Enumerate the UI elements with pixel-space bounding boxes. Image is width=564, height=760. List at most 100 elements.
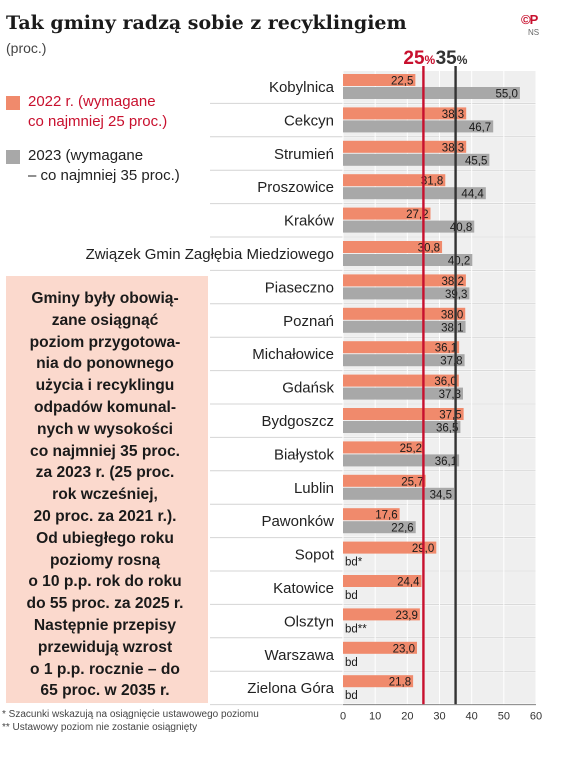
bar-2022 xyxy=(343,307,466,320)
author-credit: NS xyxy=(528,28,540,37)
bar-2023 xyxy=(343,153,490,166)
data-label-2022: 23,0 xyxy=(393,643,415,655)
data-label-2023-bd: bd** xyxy=(345,623,367,635)
bar-2022 xyxy=(343,207,431,220)
data-label-2023: 45,5 xyxy=(465,155,487,167)
legend-label-2023: 2023 (wymagane – co najmniej 35 proc.) xyxy=(28,147,180,184)
data-label-2023: 22,6 xyxy=(391,523,413,535)
bar-2023 xyxy=(343,120,494,133)
category-label: Katowice xyxy=(273,580,334,597)
data-label-2022: 38,3 xyxy=(442,109,464,121)
category-label: Michałowice xyxy=(252,346,334,363)
bar-2023 xyxy=(343,254,473,266)
bar-2022 xyxy=(343,274,466,287)
legend-item-2023: 2023 (wymagane – co najmniej 35 proc.) xyxy=(6,146,216,190)
bar-2022 xyxy=(343,508,400,521)
bar-2023 xyxy=(343,187,486,200)
data-label-2023: 55,0 xyxy=(496,89,518,101)
category-label: Zielona Góra xyxy=(247,680,334,697)
data-label-2022: 36,0 xyxy=(434,376,456,388)
bar-2022 xyxy=(343,675,414,688)
data-label-2022: 27,2 xyxy=(406,209,428,221)
info-callout-box xyxy=(6,276,208,703)
data-label-2022: 25,7 xyxy=(401,476,423,488)
bar-2023 xyxy=(343,454,460,467)
data-label-2022: 30,8 xyxy=(418,243,440,255)
bar-2022 xyxy=(343,608,420,621)
bar-2023 xyxy=(343,387,463,400)
data-label-2022: 38,3 xyxy=(442,142,464,154)
data-label-2022: 38,0 xyxy=(441,309,463,321)
category-label: Lublin xyxy=(294,480,334,497)
info-callout-text: Gminy były obowią- zane osiągnąć poziom … xyxy=(26,290,184,700)
bar-2023 xyxy=(343,287,470,300)
data-label-2022: 25,2 xyxy=(400,443,422,455)
data-label-2023: 46,7 xyxy=(469,122,491,134)
data-label-2022: 38,2 xyxy=(441,276,463,288)
bar-2022 xyxy=(343,107,467,120)
data-label-2022: 22,5 xyxy=(391,76,413,88)
data-label-2023-bd: bd xyxy=(345,690,358,702)
data-label-2022: 36,1 xyxy=(435,343,457,355)
category-label: Kobylnica xyxy=(269,79,335,96)
bar-2022 xyxy=(343,74,416,86)
x-tick-label: 30 xyxy=(433,711,445,723)
category-label: Związek Gmin Zagłębia Miedziowego xyxy=(86,246,334,263)
bar-2023 xyxy=(343,87,520,99)
bar-2022 xyxy=(343,174,446,187)
data-label-2023: 37,3 xyxy=(439,389,461,401)
bar-2023 xyxy=(343,487,454,500)
bar-2023 xyxy=(343,421,461,433)
category-label: Proszowice xyxy=(257,179,334,196)
x-tick-label: 60 xyxy=(530,711,542,723)
data-label-2023: 36,5 xyxy=(436,423,458,435)
category-label: Pawonków xyxy=(261,513,334,530)
reference-label-35: 35% xyxy=(436,48,468,69)
data-label-2023: 44,4 xyxy=(461,189,484,201)
bar-2022 xyxy=(343,441,425,454)
x-tick-label: 40 xyxy=(466,711,478,723)
footnote-single-asterisk: * Szacunki wskazują na osiągnięcie ustaw… xyxy=(2,709,259,720)
footnote-double-asterisk: ** Ustawowy poziom nie zostanie osiągnię… xyxy=(2,722,198,733)
bar-2022 xyxy=(343,575,422,587)
bar-2022 xyxy=(343,374,459,387)
data-label-2023: 36,1 xyxy=(435,456,457,468)
data-label-2023-bd: bd xyxy=(345,657,358,669)
bar-2023 xyxy=(343,521,416,534)
legend-item-2022: 2022 r. (wymagane co najmniej 25 proc.) xyxy=(6,92,216,136)
bar-2022 xyxy=(343,641,417,654)
category-label: Poznań xyxy=(283,313,334,330)
bar-2022 xyxy=(343,341,460,354)
category-label: Białystok xyxy=(274,446,335,463)
category-label: Kraków xyxy=(284,213,334,230)
category-label: Cekcyn xyxy=(284,112,334,129)
bar-2022 xyxy=(343,241,443,253)
publisher-logo: ©P xyxy=(521,12,538,27)
category-label: Piaseczno xyxy=(265,279,334,296)
category-label: Warszawa xyxy=(265,647,335,664)
bar-2023 xyxy=(343,320,466,333)
category-label: Bydgoszcz xyxy=(261,413,334,430)
data-label-2023: 40,2 xyxy=(448,256,470,268)
legend-swatch-2023 xyxy=(6,150,20,164)
bar-2022 xyxy=(343,541,437,554)
data-label-2022: 21,8 xyxy=(389,677,411,689)
category-label: Sopot xyxy=(295,547,335,564)
x-tick-label: 50 xyxy=(498,711,510,723)
category-label: Strumień xyxy=(274,146,334,163)
x-tick-label: 10 xyxy=(369,711,381,723)
bar-2023 xyxy=(343,220,475,233)
data-label-2023-bd: bd xyxy=(345,590,358,602)
bar-2023 xyxy=(343,354,465,367)
bar-2022 xyxy=(343,408,464,420)
x-tick-label: 0 xyxy=(340,711,346,723)
data-label-2022: 37,5 xyxy=(439,410,461,422)
data-label-2023: 40,8 xyxy=(450,222,472,234)
data-label-2023: 38,1 xyxy=(441,322,463,334)
data-label-2022: 23,9 xyxy=(395,610,417,622)
data-label-2023: 34,5 xyxy=(430,489,452,501)
data-label-2022: 24,4 xyxy=(397,577,420,589)
category-label: Olsztyn xyxy=(284,613,334,630)
reference-label-25: 25% xyxy=(403,48,435,69)
